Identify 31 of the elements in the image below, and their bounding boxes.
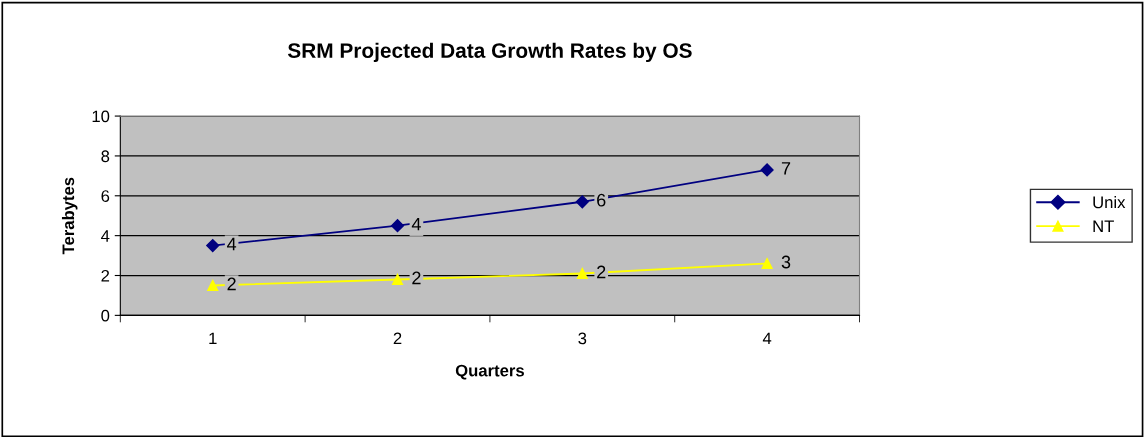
point — [760, 163, 774, 177]
legend-label: NT — [1093, 220, 1114, 232]
y-tick-label: 2 — [101, 269, 110, 282]
x-tick-label: 2 — [393, 332, 402, 345]
point — [576, 267, 588, 280]
y-tick-label: 4 — [101, 230, 110, 242]
data-label: 7 — [781, 162, 791, 175]
y-tick-label: 10 — [92, 110, 110, 123]
point — [575, 195, 589, 209]
data-label: 2 — [597, 265, 606, 279]
point — [207, 279, 219, 292]
data-label: 4 — [227, 237, 237, 251]
x-tick-label: 3 — [578, 332, 587, 345]
point — [761, 257, 773, 270]
data-label: 4 — [411, 217, 421, 231]
y-tick-label: 6 — [101, 190, 110, 202]
point — [391, 273, 404, 286]
y-tick-label: 8 — [101, 150, 110, 163]
point — [390, 219, 405, 233]
data-label: 3 — [781, 255, 791, 269]
y-tick-label: 0 — [101, 309, 110, 322]
y-axis-title: Terabytes — [61, 177, 78, 255]
x-tick-label: 4 — [762, 332, 772, 345]
legend-label: Unix — [1093, 196, 1126, 209]
point — [206, 239, 220, 253]
data-label: 6 — [597, 193, 606, 207]
x-axis-title: Quarters — [455, 364, 524, 380]
x-tick-label: 1 — [209, 332, 217, 345]
data-label: 2 — [412, 271, 421, 285]
data-label: 2 — [227, 277, 236, 291]
chart-title: SRM Projected Data Growth Rates by OS — [287, 42, 692, 63]
